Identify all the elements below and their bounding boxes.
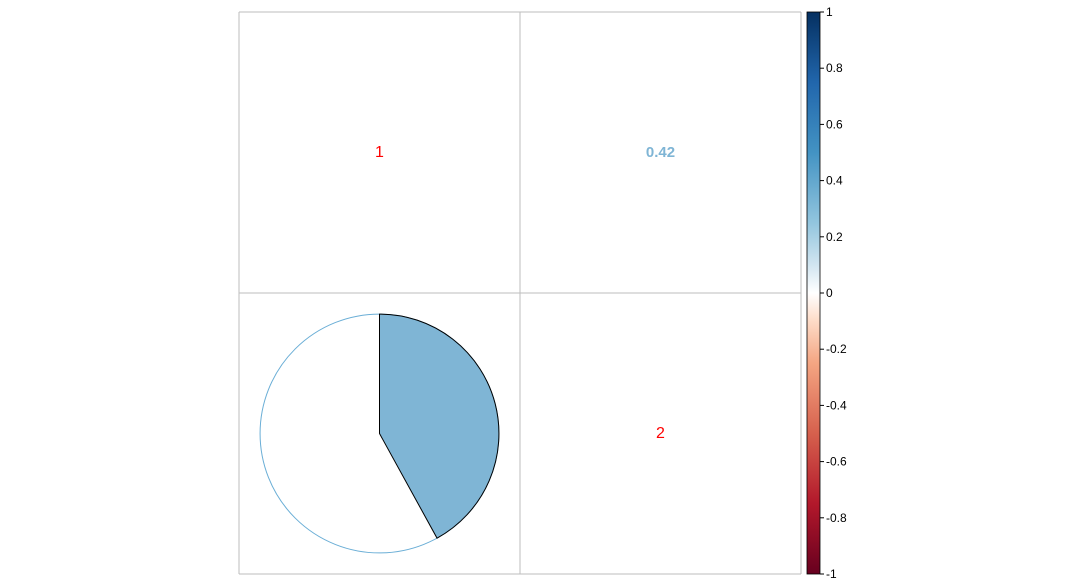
colorbar-tick-label: -1 bbox=[826, 567, 837, 581]
colorbar-tick-label: 0.4 bbox=[826, 174, 843, 188]
colorbar-gradient bbox=[806, 11, 821, 575]
colorbar-tick-label: -0.2 bbox=[826, 342, 847, 356]
colorbar: 1 0.8 0.6 0.4 0.2 0 -0.2 -0.4 -0.6 -0.8 -1 bbox=[806, 5, 847, 581]
correlation-value-label: 0.42 bbox=[646, 144, 675, 161]
diagonal-label: 2 bbox=[656, 425, 665, 442]
colorbar-tick-label: -0.4 bbox=[826, 398, 847, 412]
colorbar-tick-label: -0.8 bbox=[826, 511, 847, 525]
colorbar-tick-label: 1 bbox=[826, 5, 833, 19]
pie-slice bbox=[379, 313, 500, 539]
diagonal-label: 1 bbox=[375, 144, 384, 161]
colorbar-tick-label: 0.2 bbox=[826, 230, 843, 244]
matrix-cells: 120.42 bbox=[259, 144, 675, 554]
colorbar-tick-label: 0.6 bbox=[826, 117, 843, 131]
colorbar-tick-label: 0.8 bbox=[826, 61, 843, 75]
colorbar-tick-label: 0 bbox=[826, 286, 833, 300]
matrix-grid bbox=[238, 11, 802, 575]
colorbar-tick-label: -0.6 bbox=[826, 455, 847, 469]
